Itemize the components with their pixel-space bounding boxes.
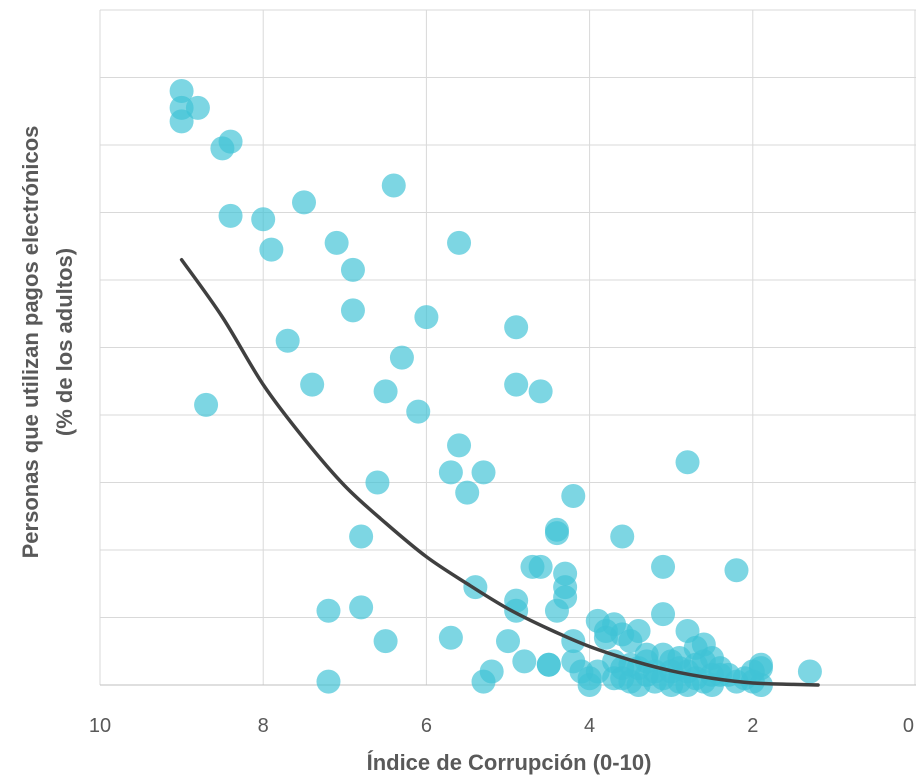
- data-point: [797, 659, 822, 684]
- data-point: [577, 673, 602, 697]
- data-point: [406, 399, 431, 424]
- data-point: [675, 450, 700, 475]
- x-tick-label: 0: [903, 715, 914, 737]
- data-point: [536, 652, 561, 677]
- data-point: [504, 315, 529, 340]
- data-point: [471, 669, 496, 694]
- data-point: [471, 460, 496, 485]
- data-point: [373, 379, 398, 404]
- y-axis-title-line-2: (% de los adultos): [52, 248, 77, 436]
- data-point: [414, 305, 439, 330]
- data-point: [610, 524, 635, 549]
- data-point: [365, 470, 390, 495]
- data-point: [194, 392, 219, 417]
- data-point: [349, 524, 374, 549]
- data-point: [259, 237, 284, 262]
- data-point: [251, 207, 276, 232]
- data-point: [316, 598, 341, 623]
- x-axis-ticks: 10 8 6 4 2 0: [89, 715, 914, 737]
- data-point: [724, 558, 749, 583]
- data-point: [610, 666, 635, 691]
- data-point: [561, 484, 586, 508]
- x-tick-label: 10: [89, 715, 111, 737]
- data-point: [455, 480, 480, 505]
- grid-lines: [99, 9, 916, 686]
- data-point: [438, 625, 463, 650]
- data-point: [185, 95, 210, 120]
- x-tick-label: 8: [258, 715, 269, 737]
- data-point: [618, 629, 643, 654]
- data-point: [340, 257, 365, 282]
- data-point: [528, 554, 553, 579]
- data-point: [218, 203, 243, 228]
- x-tick-label: 6: [421, 715, 432, 737]
- data-point: [275, 328, 300, 353]
- data-point: [447, 230, 472, 255]
- data-point: [651, 602, 676, 627]
- y-axis-title-line-1: Personas que utilizan pagos electrónicos: [18, 126, 43, 559]
- data-point: [381, 173, 406, 198]
- data-point: [169, 109, 194, 134]
- data-point: [504, 372, 529, 397]
- data-point: [349, 595, 374, 620]
- data-point: [528, 379, 553, 404]
- data-point: [316, 669, 341, 694]
- data-point: [496, 629, 520, 654]
- data-point: [292, 190, 316, 215]
- data-point: [340, 298, 365, 323]
- data-point: [373, 629, 398, 654]
- data-point: [544, 521, 569, 546]
- data-point: [651, 554, 676, 579]
- data-point: [447, 433, 472, 458]
- data-point: [593, 625, 618, 650]
- data-point: [389, 345, 414, 370]
- data-points: [169, 79, 822, 697]
- data-point: [667, 656, 692, 681]
- x-tick-label: 2: [747, 715, 758, 737]
- trend-line: [179, 258, 820, 687]
- x-axis-title: Índice de Corrupción (0-10): [367, 750, 652, 775]
- data-point: [438, 460, 463, 485]
- data-point: [210, 136, 235, 161]
- data-point: [300, 372, 325, 397]
- data-point: [544, 598, 569, 623]
- data-point: [169, 79, 194, 103]
- data-point: [324, 230, 349, 255]
- data-point: [512, 649, 537, 674]
- x-tick-label: 4: [584, 715, 595, 737]
